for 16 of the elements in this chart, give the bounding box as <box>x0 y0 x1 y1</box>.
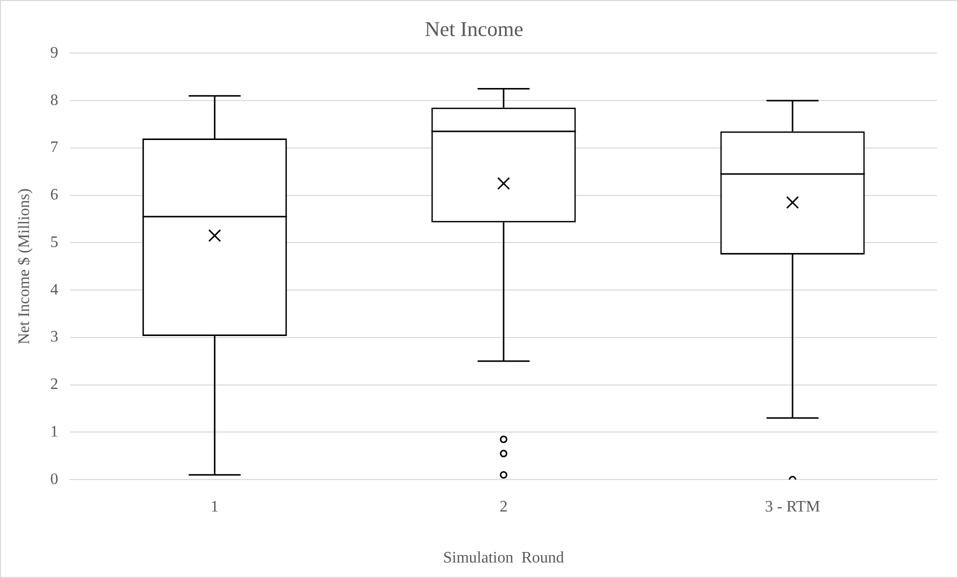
y-tick-label: 5 <box>50 234 58 251</box>
y-tick-label: 8 <box>50 92 58 109</box>
x-axis-title: Simulation Round <box>443 550 564 567</box>
y-tick-label: 1 <box>50 423 58 440</box>
x-tick-label: 1 <box>210 498 219 516</box>
y-tick-label: 9 <box>50 44 58 62</box>
y-tick-label: 4 <box>50 281 58 298</box>
y-axis-title: Net Income $ (Millions) <box>16 188 33 344</box>
chart-title: Net Income <box>424 17 524 42</box>
y-tick-label: 7 <box>50 139 58 156</box>
y-tick-label: 3 <box>50 328 58 346</box>
y-tick-label: 6 <box>50 186 58 204</box>
x-tick-label: 2 <box>500 498 508 516</box>
x-tick-label: 3 - RTM <box>765 498 820 516</box>
y-tick-label: 0 <box>50 470 58 488</box>
y-tick-label: 2 <box>50 376 58 394</box>
